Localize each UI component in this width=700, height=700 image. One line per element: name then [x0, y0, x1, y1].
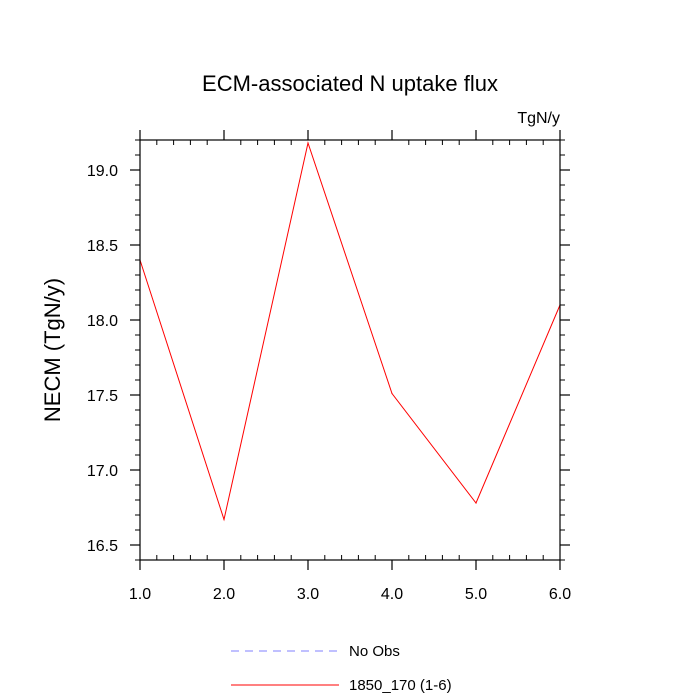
y-tick-label: 19.0	[87, 163, 118, 180]
legend-label: 1850_170 (1-6)	[349, 677, 452, 694]
y-axis-label: NECM (TgN/y)	[40, 278, 65, 422]
data-point	[307, 142, 309, 144]
series-line	[139, 141, 561, 522]
x-tick-label: 3.0	[297, 586, 319, 603]
x-tick-label: 5.0	[465, 586, 487, 603]
data-point	[391, 392, 393, 395]
x-tick-label: 6.0	[549, 586, 571, 603]
y-tick-label: 18.0	[87, 313, 118, 330]
data-point	[223, 518, 225, 521]
major-ticks	[130, 130, 570, 570]
series-layer	[139, 141, 561, 522]
minor-ticks	[135, 139, 565, 561]
data-point	[475, 502, 477, 504]
x-tick-label: 4.0	[381, 586, 403, 603]
legend: No Obs 1850_170 (1-6)	[231, 643, 452, 694]
y-tick-label: 17.0	[87, 463, 118, 480]
x-tick-label: 2.0	[213, 586, 235, 603]
x-tick-label: 1.0	[129, 586, 151, 603]
x-tick-labels: 1.0 2.0 3.0 4.0 5.0 6.0	[129, 586, 571, 603]
y-tick-label: 17.5	[87, 388, 118, 405]
y-tick-label: 18.5	[87, 238, 118, 255]
plot-frame	[139, 139, 561, 561]
chart-title: ECM-associated N uptake flux	[202, 71, 498, 96]
units-label: TgN/y	[517, 110, 560, 127]
y-tick-label: 16.5	[87, 538, 118, 555]
y-tick-labels: 16.5 17.0 17.5 18.0 18.5 19.0	[87, 163, 118, 555]
legend-label: No Obs	[349, 643, 400, 660]
